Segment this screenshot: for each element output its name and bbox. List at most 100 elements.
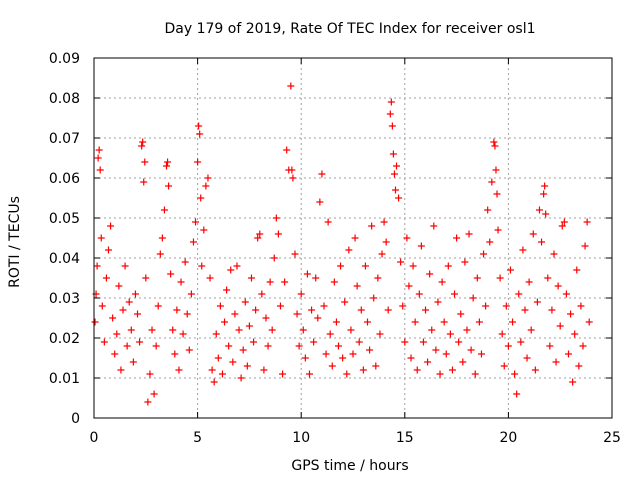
data-point [268,326,276,334]
data-point [113,330,121,338]
data-point [473,274,481,282]
data-point [357,306,365,314]
y-tick-label: 0.07 [49,131,80,147]
data-point [165,182,173,190]
data-point [198,262,206,270]
data-point [504,342,512,350]
data-point [245,322,253,330]
y-axis-title: ROTI / TECUs [7,196,23,288]
data-point [517,338,525,346]
grid-lines [94,58,612,418]
data-point [202,182,210,190]
y-tick-label: 0.03 [49,291,80,307]
data-point [451,290,459,298]
data-point [415,290,423,298]
data-point [93,262,101,270]
data-point [397,258,405,266]
data-point [189,238,197,246]
data-point [519,246,527,254]
data-point [550,250,558,258]
data-point [150,390,158,398]
data-point [254,234,262,242]
data-point [467,346,475,354]
data-point [448,366,456,374]
plot-frame [93,57,613,419]
data-point [393,162,401,170]
data-point [577,302,585,310]
y-tick-label: 0.06 [49,171,80,187]
data-point [330,278,338,286]
data-point [115,282,123,290]
data-point [141,158,149,166]
data-point [548,306,556,314]
data-point [490,138,498,146]
data-point [552,358,560,366]
data-point [511,370,519,378]
data-point [105,246,113,254]
data-point [281,278,289,286]
x-axis-title: GPS time / hours [291,458,408,474]
data-point [272,214,280,222]
data-point [136,338,144,346]
data-point [426,270,434,278]
data-point [424,358,432,366]
data-point [436,370,444,378]
data-point [569,378,577,386]
y-tick-label: 0.08 [49,91,80,107]
data-point [399,302,407,310]
data-point [146,370,154,378]
data-point [477,350,485,358]
data-point [575,362,583,370]
data-point [438,278,446,286]
data-points [91,82,593,406]
data-point [544,274,552,282]
data-point [310,338,318,346]
data-point [148,326,156,334]
data-point [204,174,212,182]
data-point [491,142,499,150]
data-point [241,298,249,306]
data-point [221,318,229,326]
data-point [276,302,284,310]
data-point [270,254,278,262]
data-point [542,210,550,218]
data-point [223,286,231,294]
data-point [195,122,203,130]
data-point [243,362,251,370]
data-point [212,330,220,338]
data-point [301,354,309,362]
data-point [256,230,264,238]
x-tick-labels: 0 5 10 15 20 25 [90,430,621,446]
x-tick-label: 25 [603,430,621,446]
data-point [279,370,287,378]
data-point [554,282,562,290]
data-point [197,194,205,202]
data-point [121,262,129,270]
data-point [283,146,291,154]
data-point [494,226,502,234]
data-point [289,174,297,182]
data-point [337,262,345,270]
data-point [142,274,150,282]
data-point [374,274,382,282]
data-point [453,234,461,242]
data-point [312,274,320,282]
data-point [100,338,108,346]
data-point [525,278,533,286]
data-point [109,314,117,322]
data-point [187,290,195,298]
data-point [239,346,247,354]
data-point [463,326,471,334]
data-point [167,270,175,278]
data-point [119,306,127,314]
data-point [183,310,191,318]
data-point [389,150,397,158]
data-point [341,298,349,306]
data-point [96,166,104,174]
data-point [506,266,514,274]
data-point [218,370,226,378]
data-point [366,346,374,354]
data-point [144,398,152,406]
data-point [200,226,208,234]
